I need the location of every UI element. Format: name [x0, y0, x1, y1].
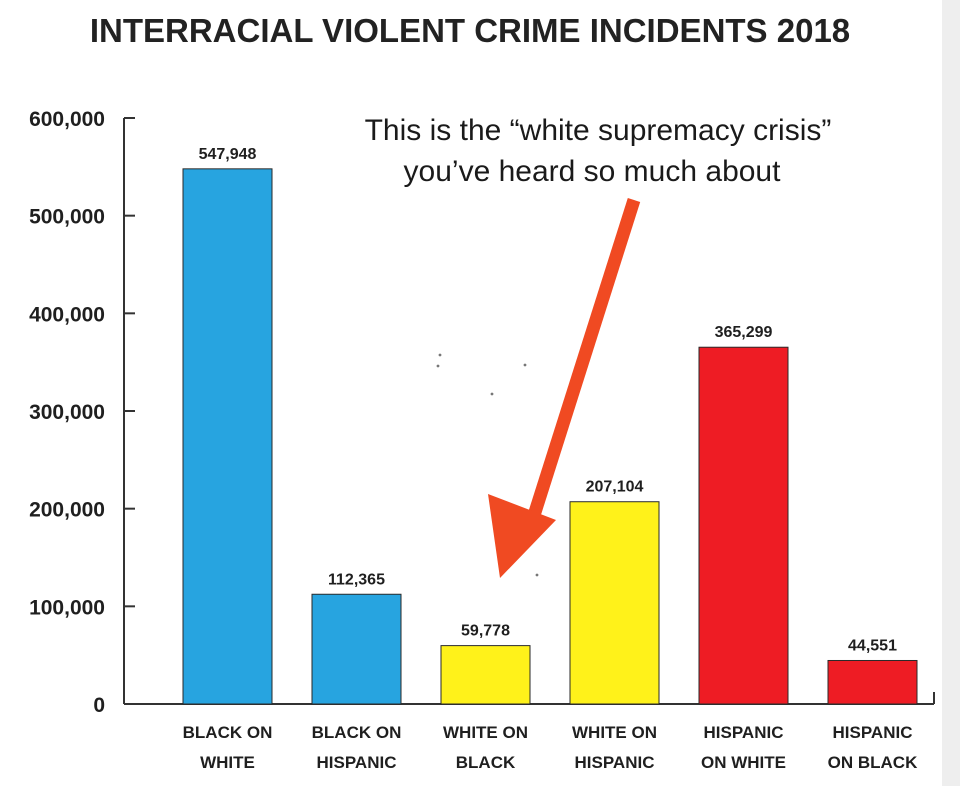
bar-value-label: 365,299: [715, 324, 773, 341]
category-label: BLACK: [456, 753, 516, 772]
y-tick-label: 0: [93, 694, 105, 717]
category-label: HISPANIC: [575, 753, 655, 772]
speck: [535, 573, 539, 577]
annotation: This is the “white supremacy crisis” you…: [365, 114, 832, 578]
bar: [311, 593, 402, 705]
speck: [490, 392, 494, 396]
speck: [436, 364, 440, 368]
category-label: WHITE ON: [443, 723, 528, 742]
speck: [523, 363, 527, 367]
chart-title: INTERRACIAL VIOLENT CRIME INCIDENTS 2018: [90, 12, 850, 49]
annotation-line-1: This is the “white supremacy crisis”: [365, 114, 832, 147]
bar-value-label: 112,365: [328, 571, 385, 588]
bar-value-label: 44,551: [848, 637, 897, 654]
category-label: BLACK ON: [183, 723, 273, 742]
bars: [182, 168, 918, 705]
category-label: HISPANIC: [833, 723, 913, 742]
category-label: HISPANIC: [704, 723, 784, 742]
y-tick-label: 100,000: [29, 596, 105, 619]
annotation-arrow-head: [488, 494, 556, 578]
bar-value-label: 547,948: [199, 146, 257, 163]
page-edge: [942, 0, 960, 786]
category-label: BLACK ON: [312, 723, 402, 742]
bar: [440, 645, 531, 705]
bar: [827, 659, 918, 705]
bar: [569, 501, 660, 705]
labels: 547,948 BLACK ON WHITE 112,365 BLACK ON HISPA…: [183, 146, 918, 772]
category-label: HISPANIC: [317, 753, 397, 772]
annotation-arrow-shaft: [523, 198, 641, 530]
category-label: WHITE: [200, 753, 255, 772]
annotation-line-2: you’ve heard so much about: [404, 155, 782, 188]
y-tick-label: 200,000: [29, 499, 105, 522]
bar: [698, 346, 789, 705]
y-tick-label: 600,000: [29, 108, 105, 131]
y-tick-label: 300,000: [29, 401, 105, 424]
category-label: ON WHITE: [701, 753, 786, 772]
bar: [182, 168, 273, 705]
y-tick-label: 500,000: [29, 206, 105, 229]
y-tick-label: 400,000: [29, 303, 105, 326]
bar-value-label: 207,104: [586, 479, 644, 496]
category-label: WHITE ON: [572, 723, 657, 742]
speck: [438, 353, 442, 357]
category-label: ON BLACK: [828, 753, 918, 772]
bar-value-label: 59,778: [461, 623, 510, 640]
